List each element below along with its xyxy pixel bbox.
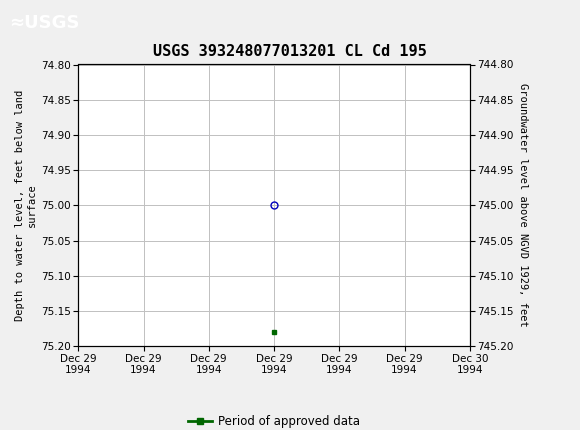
Text: ≈USGS: ≈USGS (9, 14, 79, 31)
Text: USGS 393248077013201 CL Cd 195: USGS 393248077013201 CL Cd 195 (153, 44, 427, 59)
Y-axis label: Groundwater level above NGVD 1929, feet: Groundwater level above NGVD 1929, feet (518, 83, 528, 327)
Y-axis label: Depth to water level, feet below land
surface: Depth to water level, feet below land su… (15, 90, 37, 321)
Legend: Period of approved data: Period of approved data (184, 411, 364, 430)
